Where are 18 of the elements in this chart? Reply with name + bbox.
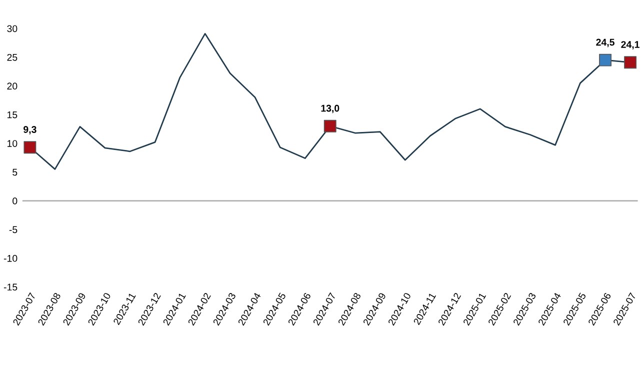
y-tick-label: -5 xyxy=(9,226,18,234)
point xyxy=(624,56,637,69)
y-tick-label: 15 xyxy=(8,111,18,118)
data-label: 24,1 xyxy=(621,41,640,50)
y-tick-label: -15 xyxy=(4,284,18,291)
data-label: 13,0 xyxy=(321,104,340,114)
point xyxy=(324,120,336,132)
data-label: 9,3 xyxy=(24,126,36,134)
point xyxy=(24,141,36,154)
y-tick-label: 10 xyxy=(8,140,18,147)
y-tick-label: 25 xyxy=(7,54,18,61)
y-tick-label: 20 xyxy=(7,82,18,90)
data-label: 24,5 xyxy=(596,38,614,48)
point xyxy=(599,54,612,66)
y-tick-label: 0 xyxy=(12,198,18,204)
y-tick-label: 30 xyxy=(7,25,18,32)
y-tick-label: -10 xyxy=(4,254,18,262)
y-tick-label: 5 xyxy=(12,168,18,176)
